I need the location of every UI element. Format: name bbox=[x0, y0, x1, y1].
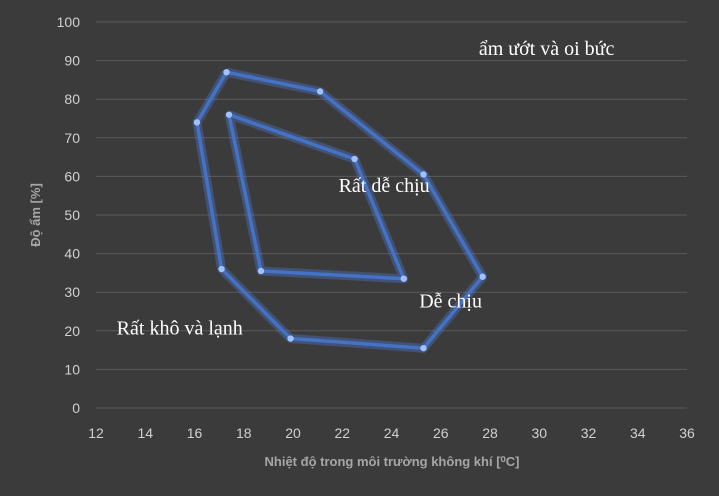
data-point bbox=[287, 335, 294, 342]
y-tick-label: 70 bbox=[64, 130, 80, 146]
x-tick-label: 24 bbox=[384, 425, 400, 441]
x-tick-label: 12 bbox=[88, 425, 104, 441]
data-point bbox=[225, 111, 233, 118]
data-point bbox=[400, 275, 408, 282]
x-tick-label: 20 bbox=[285, 425, 301, 441]
y-tick-label: 10 bbox=[64, 361, 80, 377]
y-tick-label: 20 bbox=[64, 323, 80, 339]
x-tick-label: 32 bbox=[581, 425, 597, 441]
region-label: ẩm ướt và oi bức bbox=[479, 38, 615, 60]
data-point bbox=[351, 155, 358, 163]
data-point bbox=[479, 273, 486, 280]
y-tick-label: 80 bbox=[64, 91, 80, 107]
data-point bbox=[420, 344, 427, 352]
y-axis-title: Độ ẩm [%] bbox=[28, 183, 43, 247]
x-tick-label: 26 bbox=[433, 425, 449, 441]
x-tick-label: 36 bbox=[679, 425, 695, 441]
data-point bbox=[257, 267, 265, 275]
x-tick-label: 30 bbox=[531, 425, 547, 441]
data-point bbox=[316, 88, 324, 95]
data-point bbox=[193, 119, 201, 126]
region-label: Rất dễ chịu bbox=[339, 175, 430, 197]
x-tick-label: 14 bbox=[137, 425, 153, 441]
y-tick-label: 90 bbox=[64, 53, 80, 69]
y-tick-label: 60 bbox=[64, 168, 80, 184]
data-point bbox=[420, 171, 427, 178]
x-tick-label: 18 bbox=[236, 425, 252, 441]
x-tick-label: 34 bbox=[630, 425, 646, 441]
gridlines bbox=[96, 21, 687, 409]
data-point bbox=[218, 265, 225, 273]
data-point bbox=[223, 68, 230, 76]
x-tick-label: 28 bbox=[482, 425, 498, 441]
region-label: Rất khô và lạnh bbox=[117, 318, 243, 340]
x-tick-label: 22 bbox=[334, 425, 350, 441]
y-tick-label: 100 bbox=[57, 14, 81, 30]
y-tick-label: 30 bbox=[64, 284, 80, 300]
y-tick-label: 40 bbox=[64, 246, 80, 262]
annotations: ẩm ướt và oi bức Rất dễ chịu Dễ chịu Rất kh… bbox=[117, 38, 615, 340]
x-tick-labels: 12 14 16 18 20 22 24 26 28 30 32 34 36 bbox=[88, 425, 695, 441]
x-tick-label: 16 bbox=[187, 425, 203, 441]
region-label: Dễ chịu bbox=[419, 291, 482, 313]
y-tick-labels: 0 10 20 30 40 50 60 70 80 90 100 bbox=[57, 14, 81, 416]
y-tick-label: 0 bbox=[72, 400, 80, 416]
series-layer bbox=[192, 67, 488, 353]
y-tick-label: 50 bbox=[64, 207, 80, 223]
x-axis-title: Nhiệt độ trong môi trường không khí [⁰C] bbox=[265, 454, 520, 469]
